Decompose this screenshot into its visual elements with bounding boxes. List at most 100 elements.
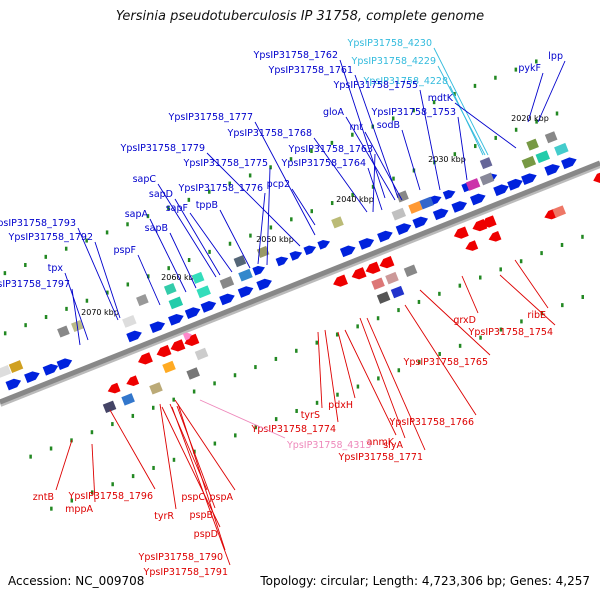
tick-mark	[192, 389, 196, 394]
minus-feature-block	[186, 367, 200, 380]
minus-gene-label: tyrS	[301, 410, 320, 421]
plus-gene-label-leader	[94, 241, 121, 319]
kbp-tick-label: 2070 kbp	[81, 308, 119, 317]
plus-gene-label-leader	[137, 254, 161, 306]
plus-feature-block	[57, 325, 70, 338]
plus-gene-arrow	[451, 201, 468, 213]
minus-gene-arrow	[156, 344, 172, 358]
minus-gene-label-leader	[109, 409, 156, 490]
tick-mark	[269, 165, 272, 170]
plus-feature-block	[0, 364, 12, 378]
minus-gene-label: zntB	[33, 492, 54, 503]
minus-gene-arrow	[126, 375, 140, 386]
tick-mark	[49, 446, 53, 451]
tick-mark	[499, 327, 503, 332]
kbp-tick-label: 2020 kbp	[511, 114, 549, 123]
tick-mark	[499, 267, 502, 272]
minus-gene-label: grxD	[453, 315, 476, 326]
plus-gene-label: YpsIP31758_1761	[268, 65, 353, 76]
plus-gene-arrow	[339, 245, 356, 258]
plus-gene-label-leader	[254, 121, 316, 236]
plus-feature-block	[479, 157, 493, 170]
plus-gene-label: sapB	[145, 223, 168, 234]
plus-feature-block	[168, 296, 184, 310]
tick-mark	[397, 308, 400, 313]
plus-gene-label-leader	[313, 137, 368, 213]
plus-feature-block	[196, 285, 211, 299]
tick-mark	[274, 417, 278, 422]
tick-mark	[535, 59, 538, 64]
kbp-tick-label: 2050 kbp	[256, 235, 294, 244]
minus-gene-label: YpsIP31758_1774	[251, 424, 336, 435]
minus-gene-label: pspC	[181, 492, 205, 503]
tick-mark	[208, 189, 211, 194]
minus-gene-label: YpsIP31758_1766	[389, 417, 474, 428]
minus-gene-label-leader	[161, 406, 221, 528]
minus-gene-label-leader	[55, 439, 73, 491]
minus-gene-label-leader	[404, 304, 477, 416]
tick-mark	[494, 135, 497, 140]
plus-gene-arrow	[252, 265, 265, 276]
plus-feature-block	[544, 131, 558, 144]
tick-mark	[351, 132, 354, 137]
minus-gene-label-leader	[419, 289, 491, 356]
tick-mark	[453, 92, 456, 97]
minus-gene-label-leader	[499, 274, 556, 326]
tick-mark	[131, 474, 135, 479]
tick-mark	[315, 400, 319, 405]
tick-mark	[106, 290, 109, 295]
minus-gene-label: tyrR	[154, 511, 174, 522]
plus-gene-arrow	[42, 363, 59, 376]
minus-gene-arrow	[488, 231, 502, 242]
minus-gene-label-leader	[324, 329, 339, 423]
tick-mark	[540, 251, 543, 256]
tick-mark	[335, 332, 339, 337]
minus-gene-arrow	[365, 261, 381, 274]
plus-gene-arrow	[219, 293, 235, 306]
tick-mark	[356, 324, 359, 329]
plus-feature-block	[136, 294, 149, 307]
minus-gene-label-leader	[317, 331, 323, 409]
plus-gene-arrow	[126, 330, 142, 343]
plus-gene-label: YpsIP31758_1779	[120, 143, 205, 154]
tick-mark	[70, 498, 74, 503]
minus-gene-label-leader	[514, 259, 549, 309]
minus-feature-block	[371, 277, 385, 290]
plus-gene-label-leader	[527, 72, 544, 123]
plus-gene-label-leader	[77, 227, 119, 321]
plus-feature-block	[521, 155, 537, 169]
accession-text: Accession: NC_009708	[8, 574, 145, 588]
tick-mark	[520, 319, 523, 324]
plus-gene-label: YpsIP31758_4230	[347, 38, 432, 49]
minus-gene-arrow	[138, 352, 153, 365]
tick-mark	[315, 340, 319, 345]
minus-gene-label: YpsIP31758_1791	[143, 567, 228, 578]
tick-mark	[438, 351, 441, 356]
plus-feature-block	[122, 315, 137, 328]
minus-gene-label-leader	[344, 329, 397, 436]
tick-mark	[417, 299, 421, 304]
plus-gene-label-leader	[419, 89, 441, 191]
minus-gene-label-leader	[461, 275, 479, 314]
plus-gene-arrow	[149, 321, 166, 334]
plus-gene-label: sapF	[166, 203, 188, 214]
tick-mark	[356, 384, 360, 389]
tick-mark	[254, 425, 257, 430]
minus-feature-block	[149, 382, 163, 395]
plus-gene-label: YpsIP31758_4229	[351, 56, 436, 67]
kbp-tick-label: 2030 kbp	[428, 155, 466, 164]
plus-gene-label-leader	[174, 198, 221, 276]
plus-gene-label: YpsIP31758_1775	[183, 158, 268, 169]
tick-mark	[228, 181, 231, 186]
minus-gene-label: ribE	[527, 310, 546, 321]
tick-mark	[330, 201, 334, 206]
minus-gene-label: mppA	[65, 504, 93, 515]
tick-mark	[111, 482, 114, 487]
plus-gene-label-leader	[364, 131, 403, 201]
plus-feature-block	[233, 255, 247, 268]
plus-feature-block	[331, 216, 344, 229]
minus-gene-label: anmK	[367, 437, 395, 448]
tick-mark	[167, 266, 170, 271]
plus-feature-block	[256, 245, 270, 258]
